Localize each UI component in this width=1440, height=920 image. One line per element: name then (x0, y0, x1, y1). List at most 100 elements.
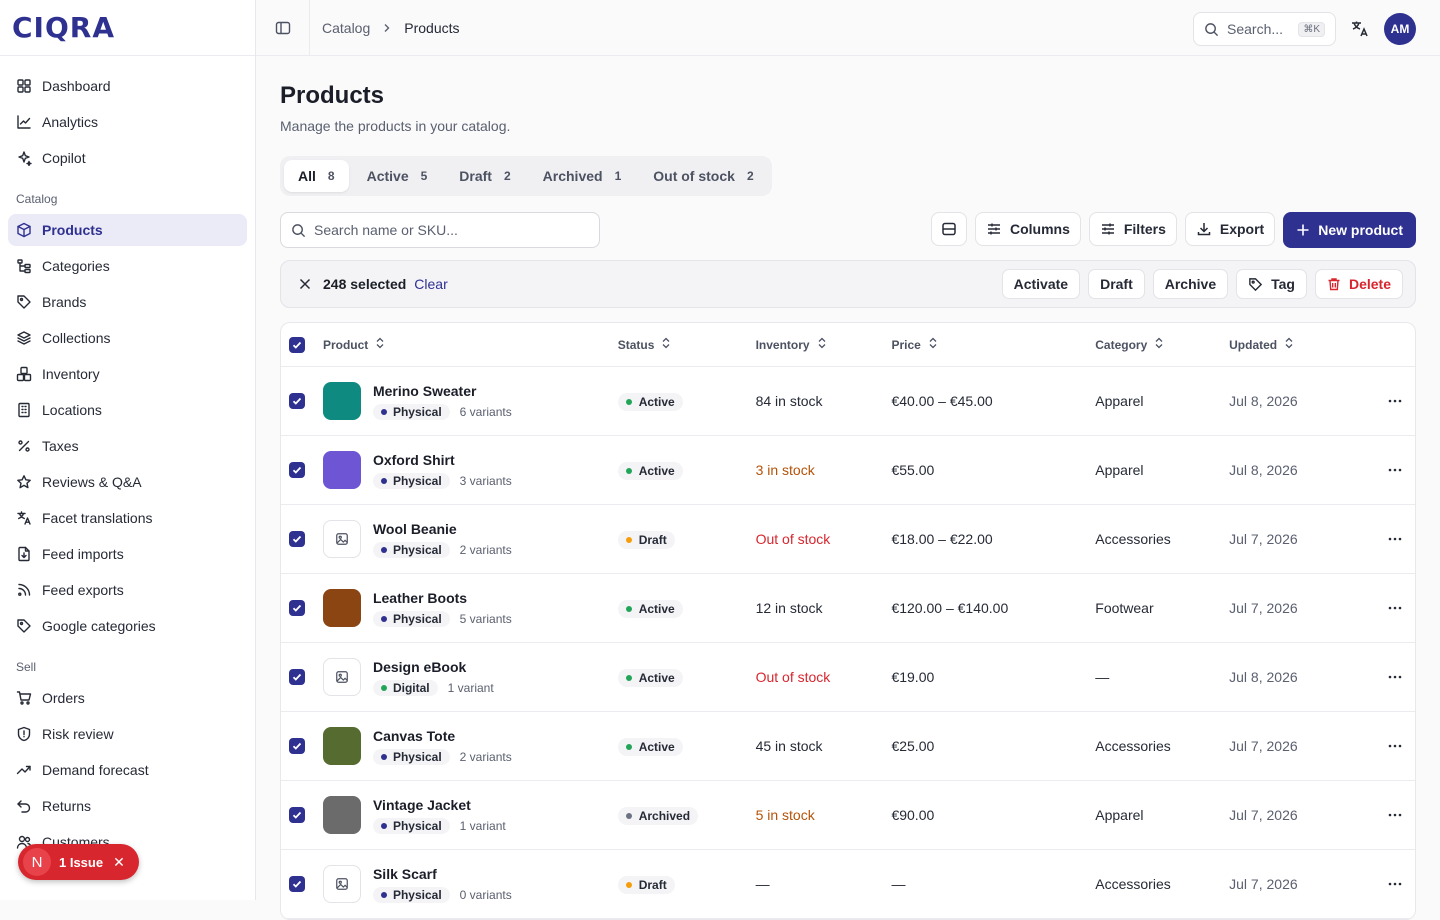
sidebar: CIQRA Dashboard Analytics Copilot Catalog … (0, 0, 256, 900)
sidebar-item-collections[interactable]: Collections (8, 322, 247, 354)
toolbar: Search name or SKU... Columns Filters Ex… (280, 212, 1416, 248)
row-actions-button[interactable] (1375, 882, 1415, 886)
sidebar-item-brands[interactable]: Brands (8, 286, 247, 318)
row-checkbox[interactable] (289, 462, 305, 478)
header-updated[interactable]: Updated (1229, 337, 1375, 352)
status-badge: Active (617, 668, 683, 687)
header-product[interactable]: Product (323, 337, 618, 352)
sidebar-item-facet-translations[interactable]: Facet translations (8, 502, 247, 534)
product-name[interactable]: Leather Boots (372, 589, 468, 606)
product-search-input[interactable]: Search name or SKU... (280, 212, 600, 248)
row-actions-button[interactable] (1375, 606, 1415, 610)
tab-all[interactable]: All 8 (284, 160, 349, 192)
sidebar-item-dashboard[interactable]: Dashboard (8, 70, 247, 102)
rss-icon (18, 583, 31, 596)
sidebar-item-orders[interactable]: Orders (8, 682, 247, 714)
product-name[interactable]: Vintage Jacket (372, 796, 471, 813)
table-row[interactable]: Leather Boots Physical 5 variants Active 12 … (281, 574, 1415, 643)
table-row[interactable]: Design eBook Digital 1 variant Active Out of… (281, 643, 1415, 712)
sidebar-item-taxes[interactable]: Taxes (8, 430, 247, 462)
sidebar-item-feed-exports[interactable]: Feed exports (8, 574, 247, 606)
sidebar-item-demand-forecast[interactable]: Demand forecast (8, 754, 247, 786)
grid-icon (17, 79, 31, 93)
table-row[interactable]: Wool Beanie Physical 2 variants Draft Out of… (281, 505, 1415, 574)
row-actions-button[interactable] (1375, 744, 1415, 748)
product-name[interactable]: Wool Beanie (372, 520, 457, 537)
export-button[interactable]: Export (1184, 212, 1276, 246)
row-checkbox[interactable] (289, 600, 305, 616)
row-checkbox[interactable] (289, 807, 305, 823)
tab-out-of-stock[interactable]: Out of stock 2 (639, 160, 767, 192)
header-status[interactable]: Status (618, 337, 756, 352)
sidebar-item-feed-imports[interactable]: Feed imports (8, 538, 247, 570)
brand-logo[interactable]: CIQRA (12, 11, 115, 44)
status-label: Active (638, 463, 675, 478)
translate-icon[interactable] (1350, 19, 1370, 39)
global-search-label: Search... (1227, 21, 1284, 37)
avatar[interactable]: AM (1384, 13, 1416, 45)
filters-button[interactable]: Filters (1088, 212, 1177, 246)
row-actions-button[interactable] (1375, 399, 1415, 403)
header-category[interactable]: Category (1095, 337, 1229, 352)
tab-active[interactable]: Active 5 (353, 160, 442, 192)
sidebar-toggle-button[interactable] (256, 0, 310, 56)
columns-button[interactable]: Columns (974, 212, 1081, 246)
header-inventory[interactable]: Inventory (756, 337, 892, 352)
tab-archived[interactable]: Archived 1 (529, 160, 636, 192)
issue-badge[interactable]: N 1 Issue ✕ (18, 844, 139, 880)
breadcrumb-catalog[interactable]: Catalog (322, 19, 371, 36)
global-search[interactable]: Search... ⌘K (1193, 12, 1336, 46)
sidebar-item-products[interactable]: Products (8, 214, 247, 246)
table-row[interactable]: Canvas Tote Physical 2 variants Active 45 in… (281, 712, 1415, 781)
header-price[interactable]: Price (891, 337, 1095, 352)
row-checkbox[interactable] (289, 738, 305, 754)
table-row[interactable]: Merino Sweater Physical 6 variants Active 84… (281, 367, 1415, 436)
product-name[interactable]: Merino Sweater (372, 382, 477, 399)
table-row[interactable]: Silk Scarf Physical 0 variants Draft — — Acces… (281, 850, 1415, 919)
sidebar-item-categories[interactable]: Categories (8, 250, 247, 282)
row-checkbox[interactable] (289, 393, 305, 409)
table-row[interactable]: Oxford Shirt Physical 3 variants Active 3 in… (281, 436, 1415, 505)
price-value: €120.00 – €140.00 (891, 600, 1009, 616)
image-icon (336, 878, 348, 890)
delete-button[interactable]: Delete (1314, 269, 1403, 299)
sidebar-item-locations[interactable]: Locations (8, 394, 247, 426)
sidebar-item-risk-review[interactable]: Risk review (8, 718, 247, 750)
nav-section-sell: Sell (16, 660, 37, 674)
product-name[interactable]: Design eBook (372, 658, 467, 675)
product-name[interactable]: Canvas Tote (372, 727, 456, 744)
product-type-label: Physical (392, 473, 442, 488)
sidebar-item-reviews-q-a[interactable]: Reviews & Q&A (8, 466, 247, 498)
close-icon[interactable]: ✕ (113, 853, 125, 870)
density-button[interactable] (930, 212, 967, 246)
activate-button[interactable]: Activate (1001, 269, 1081, 299)
close-icon[interactable] (299, 278, 311, 290)
check-icon (292, 466, 302, 474)
clear-selection-link[interactable]: Clear (414, 276, 448, 292)
status-badge: Draft (617, 530, 675, 549)
new-product-button[interactable]: New product (1283, 212, 1416, 248)
sidebar-item-analytics[interactable]: Analytics (8, 106, 247, 138)
sidebar-item-copilot[interactable]: Copilot (8, 142, 247, 174)
row-checkbox[interactable] (289, 876, 305, 892)
row-actions-button[interactable] (1375, 468, 1415, 472)
category-value: Accessories (1095, 531, 1171, 547)
table-row[interactable]: Vintage Jacket Physical 1 variant Archived 5… (281, 781, 1415, 850)
row-checkbox[interactable] (289, 669, 305, 685)
row-checkbox[interactable] (289, 531, 305, 547)
tag-button[interactable]: Tag (1236, 269, 1307, 299)
row-actions-button[interactable] (1375, 813, 1415, 817)
product-name[interactable]: Oxford Shirt (372, 451, 455, 468)
row-actions-button[interactable] (1375, 537, 1415, 541)
product-type-badge: Digital (372, 679, 438, 696)
product-name[interactable]: Silk Scarf (372, 865, 437, 882)
select-all-checkbox[interactable] (289, 336, 305, 353)
sidebar-item-returns[interactable]: Returns (8, 790, 247, 822)
archive-button[interactable]: Archive (1152, 269, 1229, 299)
sidebar-item-inventory[interactable]: Inventory (8, 358, 247, 390)
tab-count: 5 (420, 169, 428, 183)
draft-button[interactable]: Draft (1088, 269, 1145, 299)
tab-draft[interactable]: Draft 2 (445, 160, 524, 192)
row-actions-button[interactable] (1375, 675, 1415, 679)
sidebar-item-google-categories[interactable]: Google categories (8, 610, 247, 642)
